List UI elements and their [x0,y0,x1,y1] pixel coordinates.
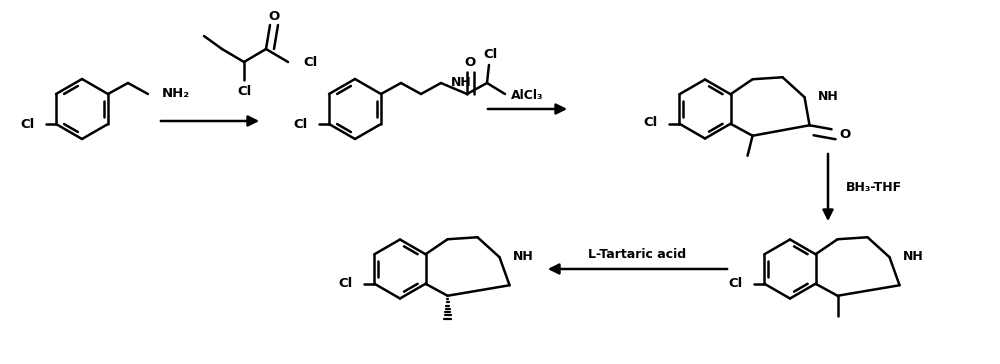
Text: Cl: Cl [303,55,317,68]
Text: O: O [268,9,280,23]
Text: Cl: Cl [21,118,35,131]
Text: NH: NH [451,75,472,88]
Text: NH: NH [903,250,923,263]
Text: L-Tartaric acid: L-Tartaric acid [588,249,687,261]
Text: Cl: Cl [728,277,742,290]
Text: Cl: Cl [484,47,498,60]
Text: AlCl₃: AlCl₃ [511,88,544,102]
Text: Cl: Cl [338,277,352,290]
Text: Cl: Cl [237,84,251,98]
Text: BH₃-THF: BH₃-THF [846,181,902,194]
Text: O: O [839,128,850,141]
Text: Cl: Cl [643,116,657,129]
Text: O: O [464,55,476,68]
Text: NH: NH [818,90,838,103]
Text: NH: NH [513,250,533,263]
Text: NH₂: NH₂ [162,87,190,99]
Text: Cl: Cl [294,118,308,131]
